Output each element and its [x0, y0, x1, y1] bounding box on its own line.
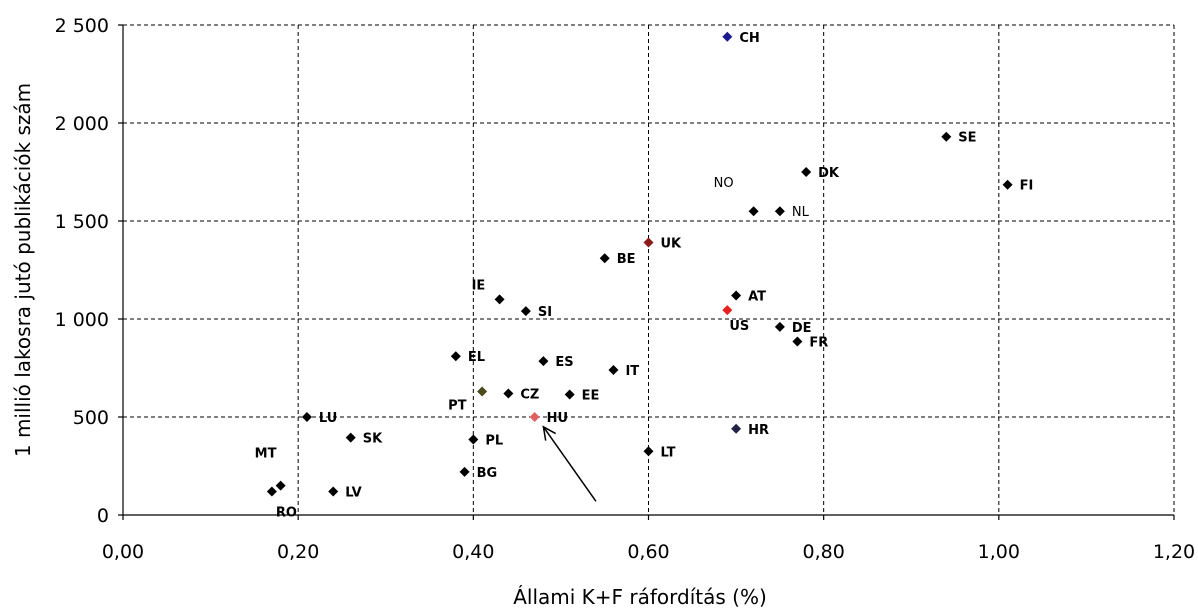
data-point-ro [266, 486, 277, 497]
point-label-hu: HU [547, 411, 568, 426]
point-label-at: AT [748, 289, 766, 304]
data-point-cz [503, 388, 514, 399]
data-point-be [599, 253, 610, 264]
data-point-de [774, 321, 785, 332]
point-label-nl: NL [792, 205, 810, 220]
point-label-fr: FR [809, 336, 828, 351]
point-label-mt: MT [255, 447, 277, 462]
annotation-arrow [542, 426, 597, 502]
data-point-no [748, 206, 759, 217]
point-label-lt: LT [661, 445, 676, 460]
data-point-es [538, 356, 549, 367]
data-point-fr [792, 336, 803, 347]
x-tick-label: 0,20 [277, 541, 319, 563]
point-label-ie: IE [472, 278, 486, 293]
point-label-ee: EE [582, 388, 600, 403]
data-point-uk [643, 237, 654, 248]
point-label-sk: SK [363, 432, 383, 447]
axes [118, 24, 1175, 520]
data-point-lt [643, 446, 654, 457]
y-tick-label: 500 [73, 407, 109, 429]
point-label-si: SI [538, 305, 552, 320]
x-tick-label: 0,40 [452, 541, 494, 563]
x-tick-label: 0,80 [803, 541, 845, 563]
point-label-it: IT [625, 364, 639, 379]
x-tick-label: 1,00 [978, 541, 1020, 563]
y-tick-label: 1 500 [55, 211, 109, 233]
point-label-no: NO [714, 176, 734, 191]
annotations [542, 425, 597, 502]
point-label-es: ES [555, 355, 573, 370]
point-label-de: DE [792, 321, 812, 336]
data-point-lu [301, 412, 312, 422]
data-point-si [520, 306, 531, 317]
point-label-us: US [729, 319, 749, 334]
x-axis-title: Állami K+F ráfordítás (%) [513, 585, 767, 609]
data-point-ch [722, 31, 733, 42]
data-point-sk [345, 432, 356, 443]
data-point-ie [494, 294, 505, 305]
data-point-mt [275, 480, 286, 491]
data-point-it [608, 364, 619, 375]
data-point-at [731, 290, 742, 301]
y-tick-label: 1 000 [55, 309, 109, 331]
point-label-lv: LV [345, 485, 362, 500]
data-point-dk [801, 167, 812, 177]
point-label-lu: LU [319, 411, 337, 426]
data-point-us [722, 305, 733, 316]
data-point-ee [564, 389, 575, 400]
tick-labels: 0 500 1 000 1 500 2 000 2 500 0,00 0,20 0,40 0,60… [55, 15, 1196, 563]
data-point-hu [529, 412, 540, 422]
data-point-lv [328, 486, 339, 497]
point-label-se: SE [958, 131, 976, 146]
point-label-hr: HR [748, 423, 769, 438]
data-point-bg [459, 466, 470, 477]
data-point-pl [468, 434, 479, 445]
data-point-pt [477, 386, 488, 397]
point-label-pl: PL [485, 434, 503, 449]
point-label-cz: CZ [520, 387, 539, 402]
point-label-bg: BG [477, 466, 498, 481]
data-point-se [941, 131, 952, 142]
point-label-ch: CH [739, 31, 759, 46]
point-label-el: EL [468, 350, 485, 365]
point-label-be: BE [617, 252, 636, 267]
point-label-dk: DK [818, 166, 840, 181]
point-label-uk: UK [661, 237, 683, 252]
x-tick-label: 1,20 [1153, 541, 1195, 563]
point-label-ro: RO [276, 505, 297, 520]
point-label-fi: FI [1020, 179, 1034, 194]
data-point-fi [1002, 179, 1013, 190]
x-tick-label: 0,60 [627, 541, 669, 563]
point-label-pt: PT [448, 399, 467, 414]
y-tick-label: 2 000 [55, 113, 109, 135]
data-point-nl [774, 206, 785, 217]
data-point-hr [731, 423, 742, 434]
gridlines [123, 24, 1175, 515]
data-point-el [450, 351, 461, 362]
y-axis-title: 1 millió lakosra jutó publikációk szám [11, 83, 35, 457]
annotation-arrowhead [542, 425, 557, 441]
y-tick-label: 2 500 [55, 15, 109, 37]
x-tick-label: 0,00 [102, 541, 144, 563]
y-tick-label: 0 [97, 505, 109, 527]
